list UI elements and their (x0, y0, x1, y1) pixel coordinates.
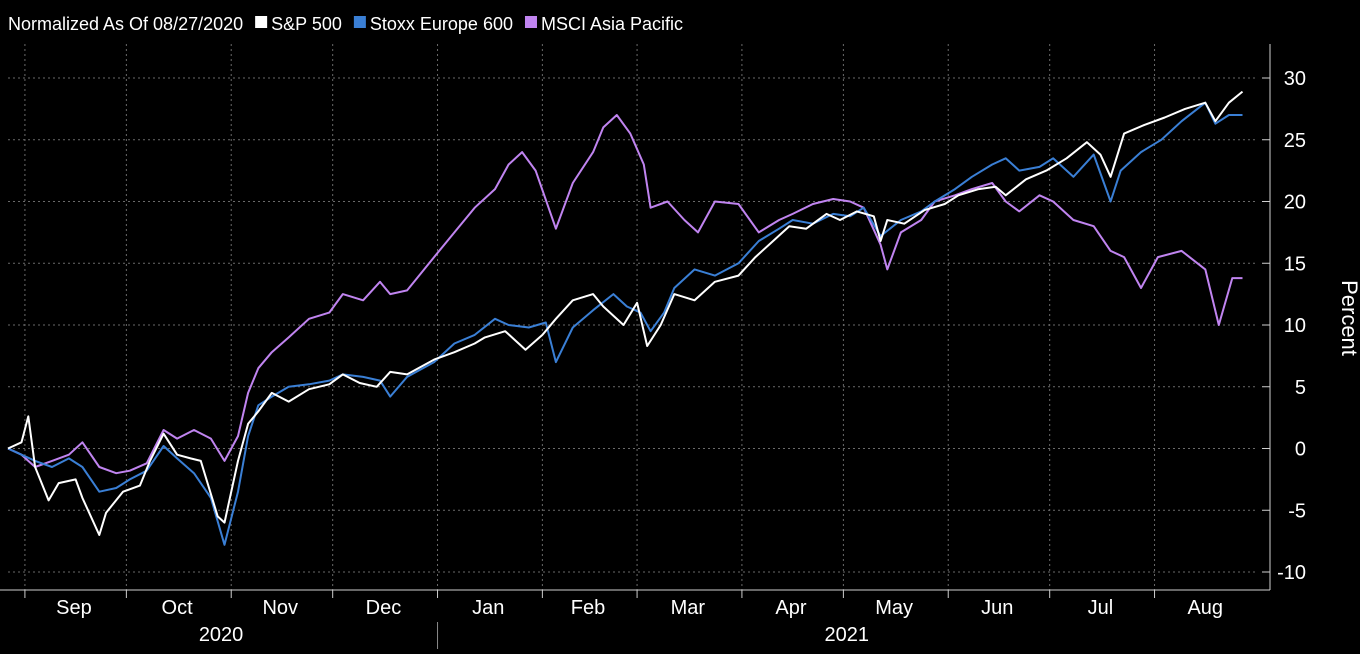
year-label-0: 2020 (199, 624, 244, 646)
x-tick-label-11: Aug (1187, 597, 1223, 619)
y-tick-label-5: 15 (1284, 253, 1306, 275)
x-tick-label-8: May (875, 597, 913, 619)
series-line-0 (7, 90, 1244, 536)
y-tick-label-7: 25 (1284, 130, 1306, 152)
x-tick-label-9: Jun (981, 597, 1013, 619)
x-tick-label-10: Jul (1088, 597, 1114, 619)
x-tick-label-1: Oct (162, 597, 194, 619)
chart-subtitle: Normalized As Of 08/27/2020 (8, 14, 243, 34)
legend-swatch-0 (255, 16, 268, 28)
series-line-2 (7, 114, 1243, 475)
legend-label-1: Stoxx Europe 600 (370, 14, 513, 34)
y-tick-label-3: 5 (1295, 377, 1306, 399)
x-tick-label-4: Jan (472, 597, 504, 619)
y-tick-label-4: 10 (1284, 315, 1306, 337)
series-lines (7, 90, 1244, 546)
year-label-1: 2021 (825, 624, 870, 646)
series-line-1 (7, 101, 1243, 546)
legend-label-0: S&P 500 (271, 14, 342, 34)
x-tick-label-7: Apr (775, 597, 806, 619)
legend: Normalized As Of 08/27/2020 S&P 500 Stoxx… (8, 14, 683, 34)
legend-swatch-1 (353, 16, 366, 28)
y-axis-label: Percent (1337, 280, 1360, 356)
grid (8, 44, 1256, 590)
y-tick-label-2: 0 (1295, 439, 1306, 461)
x-tick-label-5: Feb (571, 597, 605, 619)
y-tick-label-1: -5 (1288, 500, 1306, 522)
x-tick-label-3: Dec (366, 597, 402, 619)
x-tick-label-6: Mar (671, 597, 706, 619)
y-tick-label-6: 20 (1284, 192, 1306, 214)
axes: -10 -5 0 5 10 15 20 25 30 Sep Oct Nov Dec Jan Feb Mar Ap… (0, 44, 1306, 649)
legend-swatch-2 (524, 16, 537, 28)
y-tick-label-0: -10 (1277, 562, 1306, 584)
legend-label-2: MSCI Asia Pacific (541, 14, 683, 34)
y-tick-label-8: 30 (1284, 68, 1306, 90)
x-tick-label-0: Sep (56, 597, 92, 619)
x-tick-label-2: Nov (262, 597, 298, 619)
